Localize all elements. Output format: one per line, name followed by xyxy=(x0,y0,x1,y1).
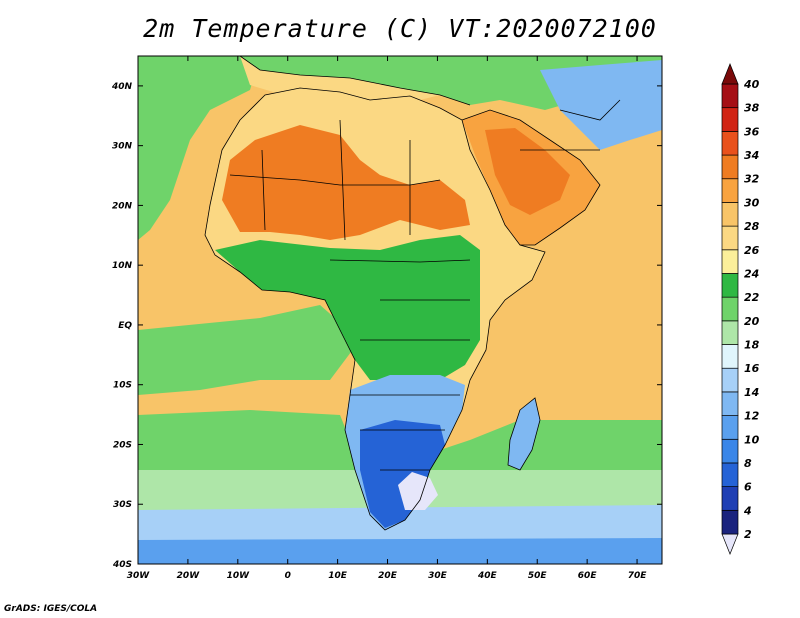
colorbar-label: 32 xyxy=(744,173,760,186)
map-frame xyxy=(137,55,663,565)
grads-credit: GrADS: IGES/COLA xyxy=(4,604,98,614)
lon-tick-label: 0 xyxy=(285,571,291,581)
latitude-axis: 40S 30S 20S 10S EQ 10N 20N 30N 40N xyxy=(111,82,662,570)
colorbar-label: 6 xyxy=(744,481,752,494)
middle-east-cool-region xyxy=(540,60,662,150)
colorbar-max-arrow xyxy=(721,63,739,85)
colorbar-min-arrow xyxy=(721,533,739,555)
lon-tick-label: 60E xyxy=(578,571,598,581)
lat-tick-label: 20N xyxy=(112,201,133,211)
lat-tick-label: 30N xyxy=(112,142,133,152)
colorbar-swatch xyxy=(721,367,739,393)
ocean-band-equatorial-atlantic xyxy=(138,305,360,395)
lon-tick-label: 10W xyxy=(227,571,251,581)
longitude-axis: 30W 20W 10W 0 10E 20E 30E 40E 50E 60E 70E xyxy=(127,56,647,581)
colorbar-label: 18 xyxy=(744,339,760,352)
colorbar-swatch xyxy=(721,249,739,274)
lat-tick-label: 40S xyxy=(112,560,132,570)
colorbar-swatch xyxy=(721,225,739,251)
colorbar-label: 4 xyxy=(743,504,752,517)
madagascar xyxy=(508,398,540,470)
ocean-band-southern-coldest xyxy=(138,538,662,564)
colorbar-label: 20 xyxy=(744,315,760,328)
colorbar-swatch xyxy=(721,415,739,440)
map-panel xyxy=(137,55,663,565)
colorbar-label: 28 xyxy=(744,220,760,233)
colorbar-label: 40 xyxy=(743,78,760,91)
map-title: 2m Temperature (C) VT:2020072100 xyxy=(143,14,657,43)
lat-tick-label: EQ xyxy=(118,321,132,331)
lat-tick-label: 30S xyxy=(113,500,132,510)
colorbar-label: 2 xyxy=(744,528,752,541)
colorbar-label: 38 xyxy=(744,102,760,115)
lat-tick-label: 10S xyxy=(113,381,132,391)
lon-tick-label: 10E xyxy=(328,571,348,581)
lon-tick-label: 40E xyxy=(477,571,498,581)
lon-tick-label: 70E xyxy=(628,571,648,581)
colorbar-swatch xyxy=(721,320,739,345)
southern-africa-cold xyxy=(360,420,445,528)
ocean-band-southern-cold xyxy=(138,505,662,545)
colorbar-swatch xyxy=(721,438,739,464)
colorbar-swatch xyxy=(721,296,739,322)
lat-tick-label: 20S xyxy=(113,440,132,450)
colorbar-label: 8 xyxy=(744,457,752,470)
lesotho-coldest xyxy=(398,472,438,510)
lon-tick-label: 30W xyxy=(127,571,151,581)
colorbar-label: 34 xyxy=(744,149,759,162)
lat-tick-label: 40N xyxy=(111,82,133,92)
colorbar-swatch xyxy=(721,462,739,487)
sahara-hot-region xyxy=(222,125,470,240)
lon-tick-label: 50E xyxy=(528,571,548,581)
country-borders xyxy=(204,56,621,531)
colorbar-swatch xyxy=(721,344,739,369)
colorbar-swatch xyxy=(721,391,739,416)
colorbar-swatch xyxy=(721,509,739,535)
colorbar-label: 14 xyxy=(744,386,759,399)
colorbar-label: 24 xyxy=(744,267,759,280)
colorbar-swatch xyxy=(721,83,739,109)
colorbar-swatch xyxy=(721,154,739,180)
colorbar-swatch xyxy=(721,273,739,298)
colorbar-swatch xyxy=(721,178,739,203)
colorbar-swatch xyxy=(721,202,739,227)
colorbar-swatch xyxy=(721,107,739,132)
colorbar-label: 10 xyxy=(744,433,760,446)
colorbar-swatch xyxy=(721,131,739,156)
lon-tick-label: 20W xyxy=(177,571,201,581)
lon-tick-label: 20E xyxy=(378,571,398,581)
colorbar-label: 36 xyxy=(744,125,760,138)
lon-tick-label: 30E xyxy=(428,571,448,581)
colorbar-label: 12 xyxy=(744,410,760,423)
ocean-band-north-atlantic xyxy=(138,56,260,240)
arabia-hot-region xyxy=(485,128,570,215)
colorbar-label: 26 xyxy=(744,244,760,257)
lat-tick-label: 10N xyxy=(112,261,133,271)
colorbar-swatch xyxy=(721,486,739,511)
sahel-tropical-green xyxy=(215,235,480,380)
colorbar-label: 22 xyxy=(744,291,760,304)
colorbar-label: 16 xyxy=(744,362,760,375)
colorbar-label: 30 xyxy=(744,196,760,209)
